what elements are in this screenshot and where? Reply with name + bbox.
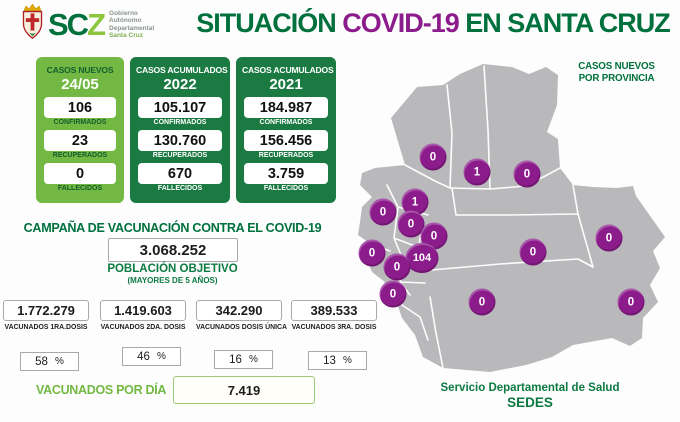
percent-symbol: %: [156, 351, 166, 362]
confirmed-value: 105.107: [138, 97, 222, 118]
percent-value: 16: [229, 353, 242, 366]
province-case-bubble: 0: [369, 198, 397, 226]
province-case-bubble: 0: [397, 210, 425, 238]
deceased-value: 0: [44, 163, 116, 184]
dose-unique-label: VACUNADOS DOSIS ÚNICA: [196, 324, 287, 331]
percent-value: 13: [323, 354, 336, 367]
deceased-label: FALLECIDOS: [57, 185, 103, 192]
province-case-bubble: 0: [379, 280, 407, 308]
recovered-label: RECUPERADOS: [52, 152, 108, 159]
dose-2-percent: 46%: [122, 347, 181, 366]
dose-3-label: VACUNADOS 3RA. DOSIS: [291, 324, 377, 331]
recovered-value: 156.456: [244, 130, 328, 151]
percent-value: 46: [137, 350, 150, 363]
sedes-name: Servicio Departamental de Salud: [440, 382, 620, 394]
dose-2-label: VACUNADOS 2DA. DOSIS: [100, 324, 186, 331]
percent-value: 58: [35, 355, 48, 368]
map-legend: CASOS NUEVOS POR PROVINCIA: [559, 61, 674, 85]
case-cards: CASOS NUEVOS 24/05 106 CONFIRMADOS 23 RE…: [36, 57, 336, 203]
dose-2-column: 1.419.603 VACUNADOS 2DA. DOSIS: [100, 300, 186, 331]
province-case-bubble: 0: [617, 288, 645, 316]
card-year: 2022: [163, 76, 197, 93]
sedes-footer: Servicio Departamental de Salud SEDES: [390, 382, 670, 410]
card-title: CASOS NUEVOS: [46, 65, 114, 75]
scz-wordmark: SCZ: [48, 7, 106, 42]
map-legend-line: CASOS NUEVOS: [578, 61, 655, 72]
percent-symbol: %: [342, 355, 352, 366]
target-population-sublabel: (MAYORES DE 5 AÑOS): [127, 276, 218, 285]
card-year: 2021: [269, 76, 303, 93]
recovered-label: RECUPERADOS: [258, 152, 314, 159]
province-case-bubble: 0: [595, 224, 623, 252]
target-population-label: POBLACIÓN OBJETIVO: [107, 263, 238, 275]
card-accumulated-2022: CASOS ACUMULADOS 2022 105.107 CONFIRMADO…: [130, 57, 230, 203]
province-case-bubble: 0: [513, 160, 541, 188]
deceased-value: 670: [138, 163, 222, 184]
page-title: SITUACIÓN COVID-19 EN SANTA CRUZ: [196, 8, 671, 38]
dose-1-value: 1.772.279: [3, 300, 89, 321]
per-day-value: 7.419: [173, 376, 315, 404]
map-legend-line: POR PROVINCIA: [578, 73, 655, 85]
dose-unique-percent: 16%: [214, 350, 273, 369]
card-accumulated-2021: CASOS ACUMULADOS 2021 184.987 CONFIRMADO…: [236, 57, 336, 203]
sedes-acronym: SEDES: [507, 395, 553, 410]
province-case-bubble: 0: [358, 239, 386, 267]
percent-symbol: %: [248, 354, 258, 365]
confirmed-label: CONFIRMADOS: [153, 119, 207, 126]
scz-government-logo: SCZ Gobierno Autónomo Departamental Sant…: [20, 3, 154, 46]
confirmed-value: 184.987: [244, 97, 328, 118]
dose-1-column: 1.772.279 VACUNADOS 1RA.DOSIS: [3, 300, 89, 331]
crest-icon: [20, 3, 45, 46]
dose-1-label: VACUNADOS 1RA.DOSIS: [4, 324, 88, 331]
dose-3-column: 389.533 VACUNADOS 3RA. DOSIS: [291, 300, 377, 331]
card-new-cases: CASOS NUEVOS 24/05 106 CONFIRMADOS 23 RE…: [36, 57, 124, 203]
recovered-label: RECUPERADOS: [152, 152, 208, 159]
logo-org-text: Gobierno Autónomo Departamental Santa Cr…: [107, 10, 154, 39]
org-line: Departamental: [109, 24, 155, 32]
card-title: CASOS ACUMULADOS: [242, 65, 334, 75]
dose-1-percent: 58%: [20, 352, 79, 371]
dose-2-value: 1.419.603: [100, 300, 186, 321]
recovered-value: 23: [44, 130, 116, 151]
confirmed-value: 106: [44, 97, 116, 118]
province-case-bubble: 104: [405, 243, 439, 273]
campaign-title: CAMPAÑA DE VACUNACIÓN CONTRA EL COVID-19: [23, 221, 322, 235]
deceased-value: 3.759: [244, 163, 328, 184]
percent-symbol: %: [54, 356, 64, 367]
dose-3-value: 389.533: [291, 300, 377, 321]
province-case-bubble: 0: [383, 253, 411, 281]
card-date: 24/05: [61, 76, 99, 93]
per-day-label: VACUNADOS POR DÍA: [36, 383, 167, 397]
deceased-label: FALLECIDOS: [157, 185, 203, 192]
confirmed-label: CONFIRMADOS: [259, 119, 313, 126]
org-line: Santa Cruz: [109, 31, 143, 39]
deceased-label: FALLECIDOS: [263, 185, 309, 192]
target-population-value: 3.068.252: [108, 238, 238, 262]
province-case-bubble: 0: [468, 288, 496, 316]
province-map: CASOS NUEVOS POR PROVINCIA 0 1 0 1 0 0 0 0 104 0 0…: [340, 55, 680, 385]
province-case-bubble: 0: [519, 238, 547, 266]
org-line: Autónomo: [109, 17, 142, 25]
province-case-bubble: 0: [419, 143, 447, 171]
dose-unique-value: 342.290: [196, 300, 282, 321]
dose-unique-column: 342.290 VACUNADOS DOSIS ÚNICA: [196, 300, 287, 331]
dose-3-percent: 13%: [308, 351, 367, 370]
confirmed-label: CONFIRMADOS: [53, 119, 107, 126]
card-title: CASOS ACUMULADOS: [136, 65, 228, 75]
province-case-bubble: 1: [463, 158, 491, 186]
org-line: Gobierno: [109, 9, 138, 17]
recovered-value: 130.760: [138, 130, 222, 151]
